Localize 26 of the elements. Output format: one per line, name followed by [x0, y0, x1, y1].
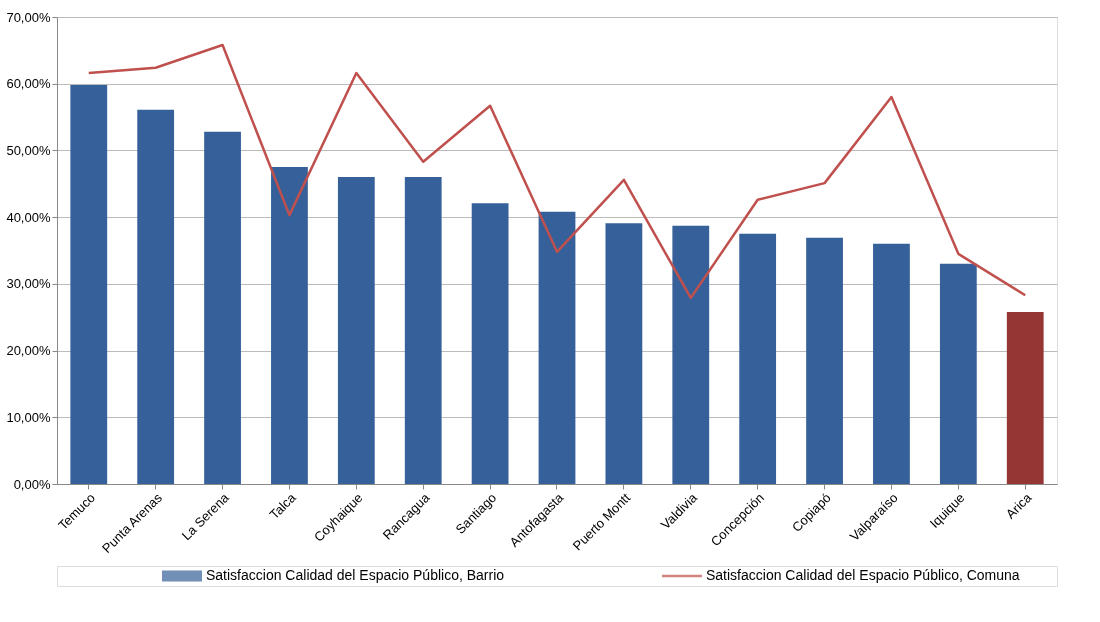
bar	[404, 177, 442, 484]
line-series	[87, 43, 1027, 300]
y-tick-label: 70,00%	[6, 9, 51, 25]
y-tick-label: 20,00%	[6, 343, 51, 359]
legend-label: Satisfaccion Calidad del Espacio Público, Comuna	[706, 567, 1020, 583]
y-tick-label: 0,00%	[13, 476, 51, 492]
bar	[1006, 311, 1044, 484]
bar	[204, 131, 241, 484]
legend-label: Satisfaccion Calidad del Espacio Público, Barrio	[206, 567, 505, 583]
bar	[739, 233, 777, 484]
bar	[271, 167, 308, 484]
bar	[605, 223, 643, 484]
bar	[337, 177, 375, 484]
y-tick-label: 40,00%	[6, 209, 51, 225]
bar	[939, 263, 977, 484]
y-tick-label: 10,00%	[6, 409, 51, 425]
bar	[806, 237, 843, 484]
bar	[137, 109, 175, 484]
y-tick-label: 60,00%	[6, 76, 51, 92]
bar	[672, 225, 710, 484]
bar	[471, 203, 509, 484]
bar	[538, 211, 576, 484]
bar	[873, 243, 910, 484]
bar	[70, 85, 108, 484]
y-tick-label: 30,00%	[6, 276, 51, 292]
y-tick-label: 50,00%	[6, 142, 51, 158]
